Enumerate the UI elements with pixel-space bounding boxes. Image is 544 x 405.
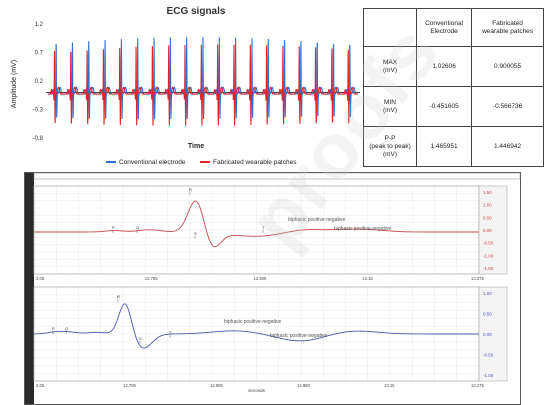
row-label-max: MAX (mV) bbox=[363, 46, 417, 87]
marker-label: R bbox=[117, 294, 120, 299]
row-label-pp: P-P (peak to peak) (mV) bbox=[363, 126, 417, 167]
y-tick-label: -0.50 bbox=[483, 241, 494, 246]
annotation-label: biphasic positive-negative bbox=[288, 217, 345, 223]
ecg-trace bbox=[34, 200, 479, 248]
y-tick-label: -1.00 bbox=[483, 253, 494, 258]
marker-label: T bbox=[169, 330, 172, 335]
header-conventional-l2: Electrode bbox=[430, 27, 458, 35]
table-row: MIN (mV) -0.451605 -0.566736 bbox=[363, 86, 544, 127]
y-tick-label: 0.50 bbox=[483, 215, 492, 220]
row-label-min: MIN (mV) bbox=[363, 86, 417, 127]
panel-top-strip bbox=[33, 172, 521, 180]
legend-label-conventional: Conventional electrode bbox=[119, 159, 186, 166]
y-tick-label: 1.50 bbox=[483, 190, 492, 195]
y-axis-strip bbox=[478, 185, 508, 275]
x-tick-label: 2.05 bbox=[36, 276, 45, 281]
ecg-signals-chart: ECG signals Amplitude (mV) Time 1.2 0.7 0.… bbox=[11, 6, 360, 166]
cell-max-conventional: 1.02606 bbox=[415, 46, 473, 87]
y-tick-label: 0.2 bbox=[35, 79, 44, 85]
x-axis-label: seconds bbox=[248, 388, 266, 393]
x-axis-label: Time bbox=[188, 143, 204, 150]
header-fabricated-l1: Fabricated bbox=[492, 19, 523, 27]
panel-left-strip bbox=[25, 173, 34, 404]
table-row: MAX (mV) 1.02606 0.900055 bbox=[363, 46, 544, 87]
cell-pp-conventional: 1.465951 bbox=[415, 126, 473, 167]
y-axis-strip bbox=[478, 286, 508, 382]
y-tick-label: -1.00 bbox=[483, 373, 494, 378]
marker-label: T bbox=[262, 225, 265, 230]
header-fabricated-l2: wearable patches bbox=[482, 27, 534, 35]
marker-label: Q bbox=[136, 225, 139, 230]
ecg-analysis-panel: 1.50 1.00 0.50 0.00 -0.50 -1.00 -1.50 2.05 12.70… bbox=[24, 172, 521, 405]
legend-label-fabricated: Fabricated wearable patches bbox=[213, 159, 297, 166]
marker-label: P bbox=[112, 225, 115, 230]
lower-trace-panel: 1.00 0.50 0.00 -0.50 -1.00 2.05 12.705 12.805 12… bbox=[33, 286, 508, 393]
marker-label: Q bbox=[65, 326, 68, 331]
y-tick-label: 1.00 bbox=[483, 203, 492, 208]
y-tick-label: -0.8 bbox=[33, 136, 44, 142]
y-tick-label: 0.00 bbox=[483, 332, 492, 337]
x-tick-label: 12.880 bbox=[297, 383, 310, 388]
x-tick-label: 12.705 bbox=[123, 383, 136, 388]
x-tick-label: 12.805 bbox=[210, 383, 223, 388]
marker-label: P bbox=[52, 326, 55, 331]
y-tick-label: 0.00 bbox=[483, 228, 492, 233]
x-tick-label: 13.275 bbox=[471, 383, 484, 388]
cell-max-fabricated: 0.900055 bbox=[471, 46, 544, 87]
cell-min-conventional: -0.451605 bbox=[415, 86, 473, 127]
marker-label: R bbox=[189, 187, 192, 192]
table-header-conventional: Conventional Electrode bbox=[415, 8, 473, 47]
annotation-label: biphasic positive-negative bbox=[270, 333, 327, 339]
ecg-trace bbox=[33, 303, 479, 349]
table-header-row: Conventional Electrode Fabricated wearable… bbox=[363, 8, 544, 47]
x-tick-label: 13.15 bbox=[362, 276, 373, 281]
x-tick-label: 12.505 bbox=[254, 276, 267, 281]
y-tick-label: 1.2 bbox=[35, 22, 44, 28]
y-tick-label: 1.00 bbox=[483, 291, 492, 296]
y-tick-label: -0.3 bbox=[33, 108, 44, 114]
header-conventional-l1: Conventional bbox=[425, 19, 464, 27]
table-header-fabricated: Fabricated wearable patches bbox=[471, 8, 544, 47]
series-line-fabricated bbox=[48, 44, 358, 126]
upper-trace-panel: 1.50 1.00 0.50 0.00 -0.50 -1.00 -1.50 2.05 12.70… bbox=[33, 185, 508, 281]
y-tick-label: -0.50 bbox=[483, 353, 494, 358]
y-tick-label: 0.7 bbox=[35, 51, 44, 57]
x-tick-label: 13.375 bbox=[471, 276, 484, 281]
cell-pp-fabricated: 1.446942 bbox=[471, 126, 544, 167]
metrics-table: Conventional Electrode Fabricated wearable… bbox=[363, 8, 544, 167]
table-row: P-P (peak to peak) (mV) 1.465951 1.446942 bbox=[363, 126, 544, 167]
y-tick-labels: 1.2 0.7 0.2 -0.3 -0.8 bbox=[33, 22, 44, 142]
series-line-conventional bbox=[48, 37, 358, 120]
x-tick-label: 13.15 bbox=[384, 383, 395, 388]
cell-min-fabricated: -0.566736 bbox=[471, 86, 544, 127]
annotation-label: biphasic positive-negative bbox=[224, 319, 281, 325]
marker-label: S bbox=[139, 336, 142, 341]
chart-title: ECG signals bbox=[167, 6, 226, 17]
x-tick-label: 12.705 bbox=[145, 276, 158, 281]
legend: Conventional electrode Fabricated wearab… bbox=[106, 159, 297, 166]
y-tick-label: 0.50 bbox=[483, 312, 492, 317]
marker-label: S bbox=[194, 231, 197, 236]
y-axis-label: Amplitude (mV) bbox=[11, 60, 18, 108]
y-tick-label: -1.50 bbox=[483, 266, 494, 271]
annotation-label: biphasic positive-negative bbox=[334, 226, 391, 232]
plot-area bbox=[46, 37, 360, 126]
x-tick-label: 2.05 bbox=[36, 383, 45, 388]
table-header-corner bbox=[363, 8, 417, 47]
panel-frame bbox=[24, 172, 521, 405]
